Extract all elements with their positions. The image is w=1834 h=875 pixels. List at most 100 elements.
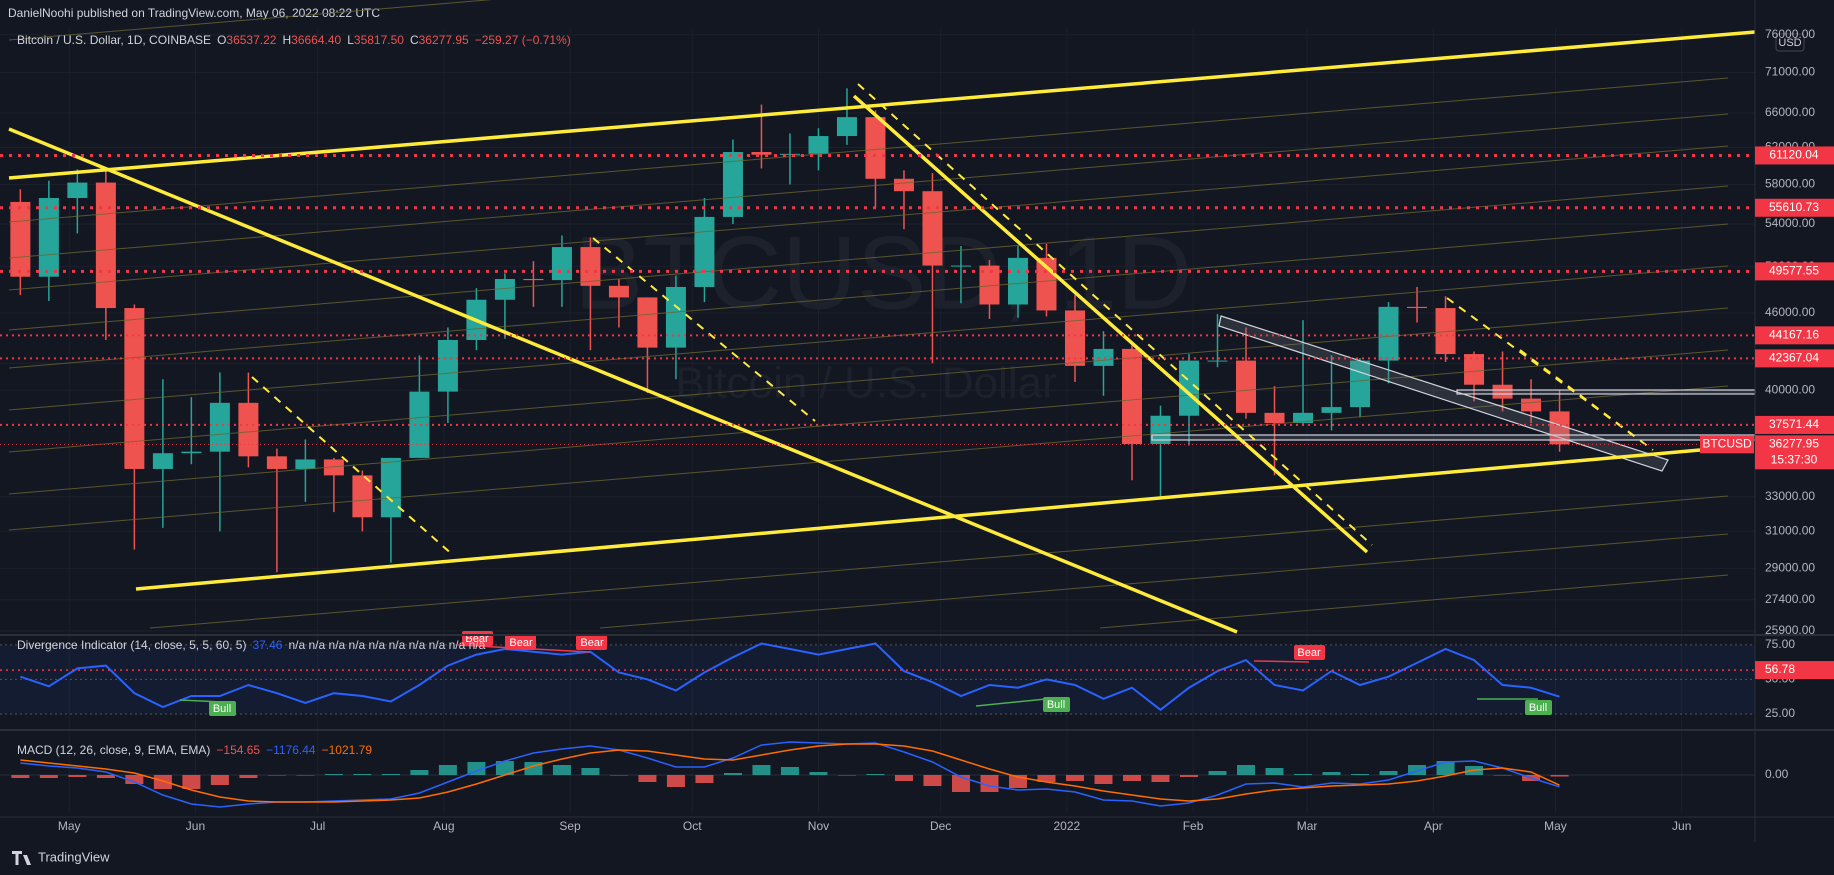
y-tick-label: 25900.00: [1765, 623, 1815, 637]
legend-value: −154.65: [216, 743, 260, 757]
candle-body: [352, 475, 373, 518]
histogram-bar: [68, 775, 87, 777]
candle-body: [1236, 360, 1257, 413]
currency-box[interactable]: [1775, 33, 1805, 52]
x-tick-label: Dec: [930, 819, 951, 833]
candle-body: [722, 152, 743, 217]
level-label-box: [1755, 349, 1834, 368]
histogram-bar: [1151, 775, 1170, 782]
level-label-box: [1755, 326, 1834, 345]
histogram-bar: [467, 762, 486, 775]
indicator-line: [20, 642, 1560, 712]
x-tick-label: Mar: [1297, 819, 1318, 833]
histogram-bar: [495, 761, 514, 775]
y-tick-label: 71000.00: [1765, 65, 1815, 79]
trend-line: [8, 127, 1238, 634]
channel-lines: [8, 0, 1729, 629]
candle-body: [95, 182, 116, 309]
trend-line: [135, 448, 1701, 591]
x-tick-label: May: [1544, 819, 1567, 833]
histogram-bar: [182, 775, 201, 789]
histogram-bar: [1322, 772, 1341, 775]
descending-channel: [1218, 315, 1669, 472]
candle-body: [494, 278, 515, 300]
y-tick-label: 29000.00: [1765, 560, 1815, 574]
histogram-bar: [1237, 765, 1256, 775]
channel-line: [8, 307, 1729, 453]
legend-ohlc: O36537.22 H36664.40 L35817.50 C36277.95: [217, 33, 469, 47]
candle-body: [181, 451, 202, 454]
channel-line: [8, 223, 1729, 369]
y-tick-label: 25.00: [1765, 706, 1795, 720]
histogram-bar: [410, 770, 429, 775]
level-label-box: [1755, 198, 1834, 217]
legend-value: 35817.50: [354, 33, 404, 47]
y-tick-label: 66000.00: [1765, 105, 1815, 119]
currency[interactable]: USD: [1778, 37, 1801, 49]
bear-label: Bear: [509, 637, 533, 649]
footer-bar: [0, 842, 1834, 875]
level-label-box: [1755, 146, 1834, 165]
level-label: 61120.04: [1769, 148, 1818, 162]
candle-body: [979, 265, 1000, 305]
histogram-bar: [951, 775, 970, 792]
histogram-bar: [1180, 775, 1199, 777]
channel-line: [8, 0, 493, 41]
channel-line: [8, 385, 1729, 531]
legend-label: O: [217, 33, 226, 47]
last-price-label: 36277.95: [1769, 436, 1819, 450]
candle-body: [665, 286, 686, 348]
histogram-bar: [1094, 775, 1113, 784]
drawings: Bear Bear Bear Bull Bull Bear Bull: [8, 0, 1756, 716]
candle-body: [295, 459, 316, 469]
channel-line: [8, 185, 1729, 331]
level-label-box: [1755, 415, 1834, 434]
x-tick-label: Nov: [808, 819, 829, 833]
x-tick-label: 2022: [1053, 819, 1080, 833]
y-tick-label: 40000.00: [1765, 382, 1815, 396]
brand-name: TradingView: [38, 849, 110, 864]
candle-body: [779, 153, 800, 155]
data-layer: [0, 29, 1755, 813]
range-box: [1456, 389, 1756, 395]
candle-body: [808, 136, 829, 154]
channel-line: [8, 113, 1729, 259]
candle-body: [865, 117, 886, 179]
macd-legend: MACD (12, 26, close, 9, EMA, EMA) −154.65…: [17, 743, 372, 757]
candle-body: [551, 247, 572, 281]
histogram-bar: [666, 775, 685, 787]
histogram-bar: [609, 775, 628, 776]
candle-body: [751, 152, 772, 155]
level-label: 49577.55: [1769, 264, 1819, 278]
legend-value: −1021.79: [322, 743, 373, 757]
level-label: 55610.73: [1769, 200, 1819, 214]
histogram-bar: [1265, 768, 1284, 775]
histogram-bar: [1122, 775, 1141, 781]
y-tick-label: 33000.00: [1765, 489, 1815, 503]
x-tick-label: Apr: [1424, 819, 1443, 833]
bull-label-box: [1043, 697, 1070, 712]
x-tick-label: Oct: [683, 819, 702, 833]
legend-rest: n/a n/a n/a n/a n/a n/a n/a n/a n/a n/a: [288, 638, 485, 652]
candle-body: [580, 247, 601, 286]
level-label: 44167.16: [1769, 328, 1819, 342]
level-label: 37571.44: [1769, 417, 1819, 431]
symbol-label-box: [1700, 435, 1754, 454]
histogram-bar: [695, 775, 714, 783]
candle-body: [152, 453, 173, 469]
x-tick-label: Jun: [186, 819, 205, 833]
bear-label: Bear: [580, 637, 604, 649]
candle-body: [1264, 412, 1285, 424]
dashed-trend-lines: [251, 83, 1654, 557]
legend-label: C: [410, 33, 419, 47]
histogram-bar: [581, 768, 600, 775]
candle-body: [637, 297, 658, 348]
dashed-trend-line: [857, 83, 1373, 546]
histogram-bar: [1436, 761, 1455, 775]
candle-body: [1521, 398, 1542, 412]
candle-body: [836, 117, 857, 137]
channel-line: [149, 495, 1729, 629]
bull-label: Bull: [1047, 699, 1065, 711]
histogram-bar: [1294, 774, 1313, 775]
